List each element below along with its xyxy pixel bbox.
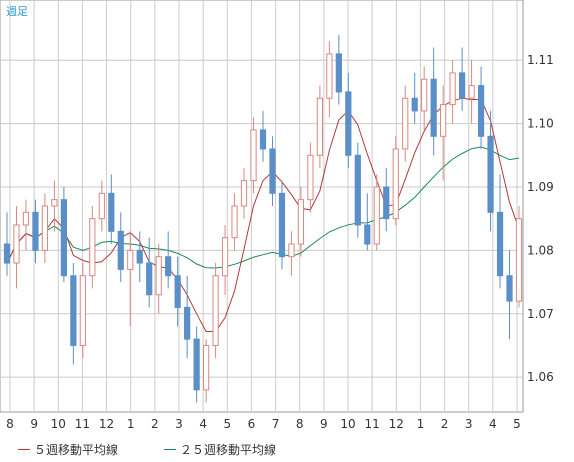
- candle-body: [13, 224, 20, 264]
- x-tick-label: 10: [340, 417, 355, 431]
- candle-body: [440, 104, 447, 137]
- legend-item-ma5: ５週移動平均線: [18, 441, 118, 458]
- candle-body: [364, 224, 371, 245]
- candle-body: [184, 306, 191, 340]
- candle-body: [165, 256, 172, 277]
- candle-body: [79, 275, 86, 346]
- x-tick-label: 9: [30, 417, 38, 431]
- y-tick-label: 1.07: [527, 307, 554, 321]
- candle-body: [307, 154, 314, 201]
- candle-body: [354, 154, 361, 226]
- candle-body: [193, 338, 200, 391]
- candle-body: [221, 237, 229, 277]
- candle-body: [288, 243, 295, 258]
- y-tick-label: 1.10: [527, 117, 554, 131]
- x-tick-label: 1: [127, 417, 135, 431]
- candle-body: [117, 230, 124, 270]
- candle-body: [430, 78, 437, 137]
- plot-area: [0, 0, 524, 413]
- candle-body: [392, 148, 399, 220]
- y-tick-label: 1.06: [527, 370, 554, 384]
- candle-body: [402, 97, 409, 150]
- candle-body: [231, 205, 238, 239]
- candle-body: [515, 218, 523, 302]
- x-tick-label: 6: [248, 417, 256, 431]
- y-tick-label: 1.09: [527, 180, 554, 194]
- candle-body: [373, 186, 380, 245]
- candle-body: [98, 192, 105, 220]
- candle-body: [32, 211, 39, 251]
- candle-body: [326, 53, 333, 99]
- candle-body: [468, 85, 475, 99]
- candle-body: [259, 129, 267, 150]
- candle-body: [487, 135, 494, 213]
- x-tick-label: 12: [99, 417, 114, 431]
- candlestick-chart: 1.061.071.081.091.101.11 8 9 10 11 12 1 2 3 4 5 6 7…: [0, 0, 554, 431]
- candle-body: [383, 186, 390, 220]
- x-tick-label: 8: [296, 417, 304, 431]
- legend-label-ma5: ５週移動平均線: [34, 443, 119, 457]
- candle-body: [240, 180, 248, 207]
- candle-body: [411, 97, 418, 112]
- candle-body: [297, 199, 305, 245]
- x-tick-label: 7: [272, 417, 280, 431]
- x-tick-label: 2: [441, 417, 449, 431]
- x-tick-label: 11: [365, 417, 380, 431]
- chart-title: 週足: [6, 5, 28, 18]
- candle-body: [22, 211, 30, 226]
- candle-body: [345, 91, 352, 156]
- x-tick-label: 11: [75, 417, 90, 431]
- candle-body: [477, 85, 485, 137]
- legend-swatch-ma25: [164, 449, 176, 450]
- x-tick-label: 2: [151, 417, 159, 431]
- legend-item-ma25: ２５週移動平均線: [164, 441, 276, 458]
- candle-body: [108, 192, 115, 232]
- x-tick-label: 1: [417, 417, 425, 431]
- x-tick-label: 5: [513, 417, 521, 431]
- candle-body: [506, 275, 513, 302]
- x-tick-label: 8: [6, 417, 14, 431]
- candle-body: [250, 129, 257, 182]
- candle-body: [3, 243, 11, 264]
- candle-body: [496, 211, 504, 277]
- candle-body: [316, 97, 323, 156]
- x-tick-label: 12: [389, 417, 404, 431]
- candle-body: [335, 53, 342, 93]
- candle-body: [146, 262, 153, 296]
- candle-body: [89, 218, 96, 277]
- candle-body: [127, 249, 134, 270]
- x-tick-label: 9: [320, 417, 328, 431]
- candle-body: [449, 72, 456, 106]
- candle-body: [41, 205, 49, 251]
- candle-body: [60, 199, 67, 277]
- candle-body: [421, 78, 428, 112]
- legend: ５週移動平均線 ２５週移動平均線: [0, 434, 574, 462]
- x-tick-label: 10: [51, 417, 66, 431]
- x-tick-label: 4: [199, 417, 207, 431]
- candle-body: [51, 199, 58, 207]
- y-tick-label: 1.08: [527, 243, 554, 257]
- candle-body: [136, 249, 143, 264]
- x-tick-label: 3: [465, 417, 473, 431]
- y-tick-label: 1.11: [527, 53, 554, 67]
- legend-label-ma25: ２５週移動平均線: [180, 443, 277, 457]
- candle-body: [212, 275, 219, 346]
- x-tick-label: 3: [175, 417, 183, 431]
- candle-body: [269, 148, 276, 194]
- candle-body: [459, 72, 466, 99]
- candle-body: [203, 344, 210, 391]
- x-tick-label: 5: [223, 417, 231, 431]
- x-tick-label: 4: [489, 417, 497, 431]
- candle-body: [278, 192, 286, 258]
- candle-body: [174, 275, 181, 308]
- candle-body: [70, 275, 77, 346]
- candle-body: [155, 256, 162, 296]
- legend-swatch-ma5: [18, 449, 30, 450]
